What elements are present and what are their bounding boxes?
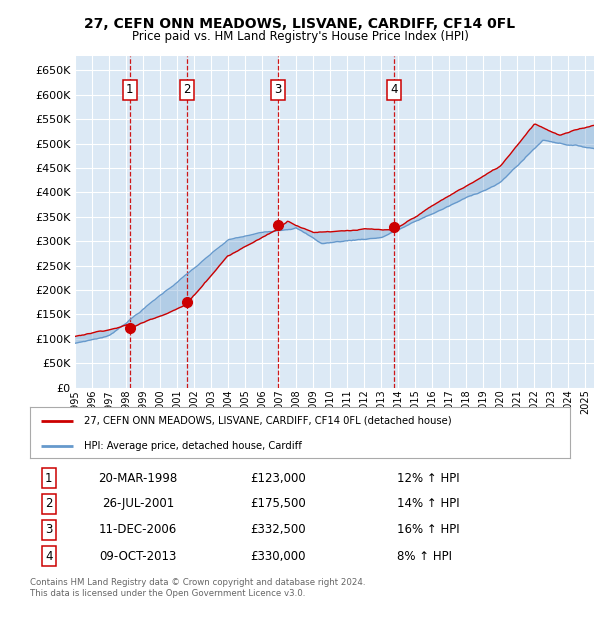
Text: 4: 4 [45,550,53,563]
Text: HPI: Average price, detached house, Cardiff: HPI: Average price, detached house, Card… [84,441,302,451]
Text: £332,500: £332,500 [251,523,306,536]
Text: 26-JUL-2001: 26-JUL-2001 [102,497,174,510]
Text: Contains HM Land Registry data © Crown copyright and database right 2024.: Contains HM Land Registry data © Crown c… [30,578,365,587]
Text: 8% ↑ HPI: 8% ↑ HPI [397,550,452,563]
Text: 27, CEFN ONN MEADOWS, LISVANE, CARDIFF, CF14 0FL (detached house): 27, CEFN ONN MEADOWS, LISVANE, CARDIFF, … [84,416,452,426]
Text: Price paid vs. HM Land Registry's House Price Index (HPI): Price paid vs. HM Land Registry's House … [131,30,469,43]
Text: 12% ↑ HPI: 12% ↑ HPI [397,472,460,485]
Text: 11-DEC-2006: 11-DEC-2006 [99,523,177,536]
Text: 20-MAR-1998: 20-MAR-1998 [98,472,178,485]
Text: £175,500: £175,500 [251,497,306,510]
Text: 3: 3 [45,523,53,536]
Text: £123,000: £123,000 [251,472,306,485]
Text: 2: 2 [45,497,53,510]
Text: 16% ↑ HPI: 16% ↑ HPI [397,523,460,536]
Text: 27, CEFN ONN MEADOWS, LISVANE, CARDIFF, CF14 0FL: 27, CEFN ONN MEADOWS, LISVANE, CARDIFF, … [85,17,515,32]
Text: 1: 1 [126,84,134,97]
Text: 09-OCT-2013: 09-OCT-2013 [100,550,176,563]
Text: 3: 3 [274,84,282,97]
Text: 14% ↑ HPI: 14% ↑ HPI [397,497,460,510]
Text: 2: 2 [183,84,191,97]
Text: 4: 4 [391,84,398,97]
Text: £330,000: £330,000 [251,550,306,563]
Text: 1: 1 [45,472,53,485]
Text: This data is licensed under the Open Government Licence v3.0.: This data is licensed under the Open Gov… [30,589,305,598]
